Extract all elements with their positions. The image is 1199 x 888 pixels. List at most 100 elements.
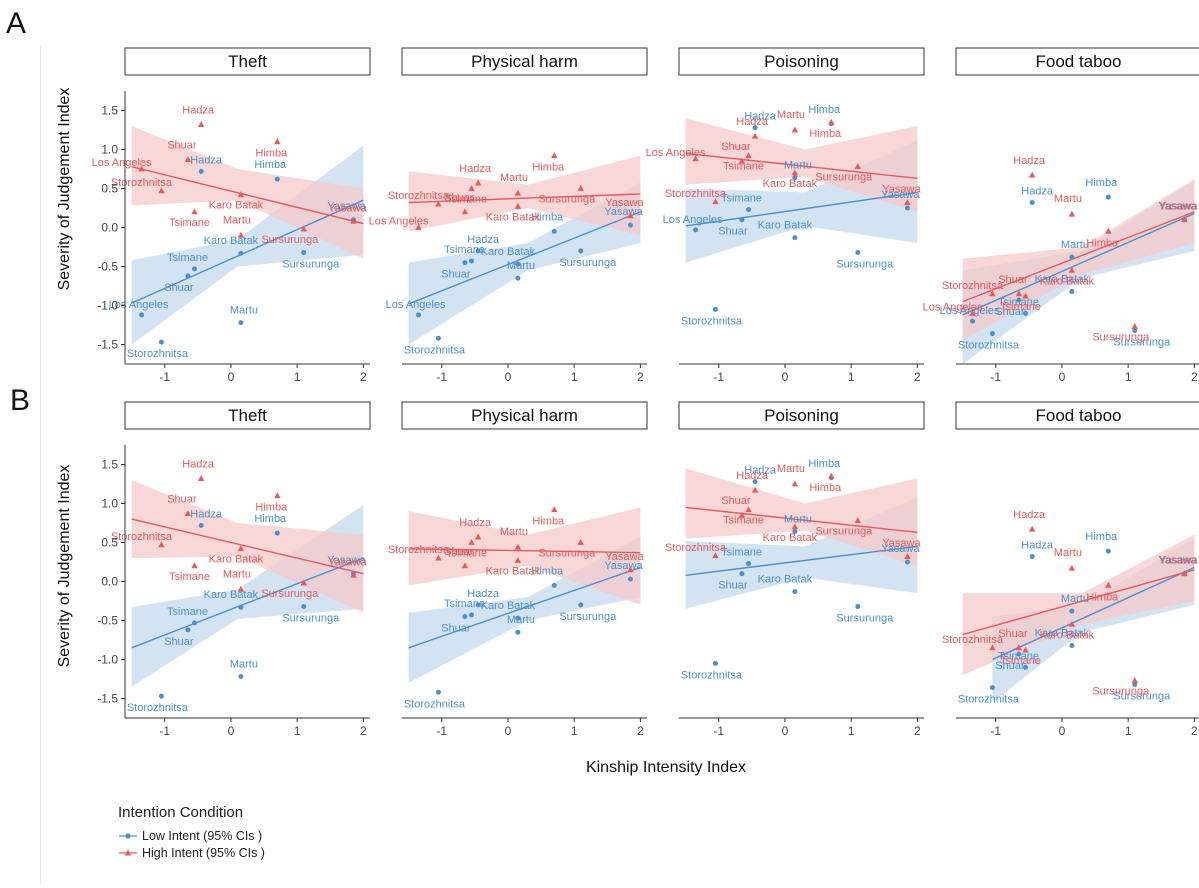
point-high (1181, 570, 1188, 577)
point-label: Sursurunga (559, 611, 617, 623)
point-low (855, 603, 861, 609)
point-label: Hadza (736, 470, 769, 482)
facet-a-poisoning: Poisoning Los Angeles Storozhnitsa Shuar Tsi… (646, 47, 925, 384)
point-label: Hadza (467, 234, 500, 246)
fit-line-low (962, 212, 1195, 316)
point-high (904, 553, 911, 559)
point-high (274, 492, 281, 499)
point-label: Storozhnitsa (665, 188, 727, 200)
plot-area (408, 155, 641, 345)
point-label: Karo Batak (486, 211, 541, 223)
plot-area (685, 468, 918, 609)
x-tick-label: 0 (505, 370, 512, 384)
point-high (551, 506, 558, 513)
point-low (746, 561, 752, 567)
point-label: Himba (255, 502, 288, 514)
x-tick-label: 0 (782, 724, 789, 738)
facet-strip (401, 47, 648, 76)
point-label: Tsimane (723, 515, 764, 527)
point-label: Himba (808, 458, 841, 470)
point-label: Hadza (459, 517, 492, 529)
y-tick-label: 1.0 (101, 497, 118, 511)
point-low (792, 175, 798, 181)
point-high (1181, 216, 1188, 223)
point-label: Karo Batak (1035, 273, 1090, 285)
point-high (461, 208, 469, 215)
point-label: Shuar (995, 660, 1025, 672)
point-label: Shuar (164, 282, 194, 294)
fit-line-high (962, 211, 1195, 303)
x-tick-label: 2 (1191, 370, 1198, 384)
point-label: Los Angeles (369, 216, 429, 228)
point-low (746, 207, 752, 213)
x-tick-label: 2 (360, 724, 367, 738)
point-label: Hadza (467, 588, 500, 600)
point-label: Tsimane (998, 650, 1039, 662)
point-low (139, 312, 145, 318)
point-label: Storozhnitsa (111, 531, 173, 543)
point-label: Shuar (444, 192, 474, 204)
point-high (191, 562, 198, 569)
point-high (1105, 227, 1112, 234)
point-high (514, 543, 522, 550)
point-label: Karo Batak (763, 532, 818, 544)
point-high (191, 208, 198, 215)
point-label: Tsimane (1000, 301, 1041, 313)
point-low (301, 603, 307, 609)
point-label: Martu (500, 172, 528, 184)
point-label: Tsimane (167, 252, 208, 264)
point-label: Storozhnitsa (942, 634, 1004, 646)
point-low (792, 589, 798, 595)
point-label: Los Angeles (386, 299, 446, 311)
point-label: Shuar (998, 628, 1028, 640)
x-tick-label: 0 (1059, 370, 1066, 384)
point-low (904, 205, 910, 211)
point-label: Los Angeles (663, 214, 723, 226)
point-label: Sursurunga (836, 258, 894, 270)
point-label: Karo Batak (204, 589, 259, 601)
y-tick-label: 1.5 (101, 458, 118, 472)
point-label: Karo Batak (209, 200, 264, 212)
point-label: Martu (230, 305, 258, 317)
point-low (712, 660, 718, 666)
point-low (1069, 608, 1075, 614)
point-high (237, 545, 245, 552)
point-label: Tsimane (1000, 655, 1041, 667)
point-low (739, 217, 745, 223)
point-high (904, 199, 911, 205)
point-high (300, 225, 307, 232)
point-label: Martu (507, 614, 535, 626)
y-axis-label-a: Severity of Judgement Index (56, 88, 73, 291)
fit-line-high (408, 193, 641, 204)
x-tick-label: -1 (436, 370, 447, 384)
x-tick-label: 0 (228, 724, 235, 738)
y-tick-label: 1.0 (101, 143, 118, 157)
x-tick-label: 0 (505, 724, 512, 738)
point-label: Himba (809, 482, 842, 494)
point-label: Sursurunga (1092, 686, 1150, 698)
point-label: Martu (223, 568, 251, 580)
point-label: Sursurunga (261, 234, 319, 246)
point-label: Yasawa (605, 197, 644, 209)
point-label: Martu (784, 160, 812, 172)
point-high (745, 152, 752, 159)
point-low (435, 689, 441, 695)
x-tick-label: 1 (294, 370, 301, 384)
point-label: Martu (784, 514, 812, 526)
point-high (989, 644, 996, 651)
facet-strip (955, 401, 1199, 430)
page-left-rule (40, 45, 41, 885)
point-label: Storozhnitsa (958, 694, 1020, 706)
point-label: Sursurunga (559, 257, 617, 269)
plot-area (408, 507, 641, 683)
point-label: Los Angeles (923, 301, 983, 313)
point-label: Tsimane (446, 548, 487, 560)
point-label: Sursurunga (261, 588, 319, 600)
point-label: Storozhnitsa (111, 177, 173, 189)
point-high (1105, 581, 1112, 588)
point-label: Karo Batak (481, 600, 536, 612)
point-label: Tsimane (169, 217, 210, 229)
point-label: Karo Batak (209, 554, 264, 566)
